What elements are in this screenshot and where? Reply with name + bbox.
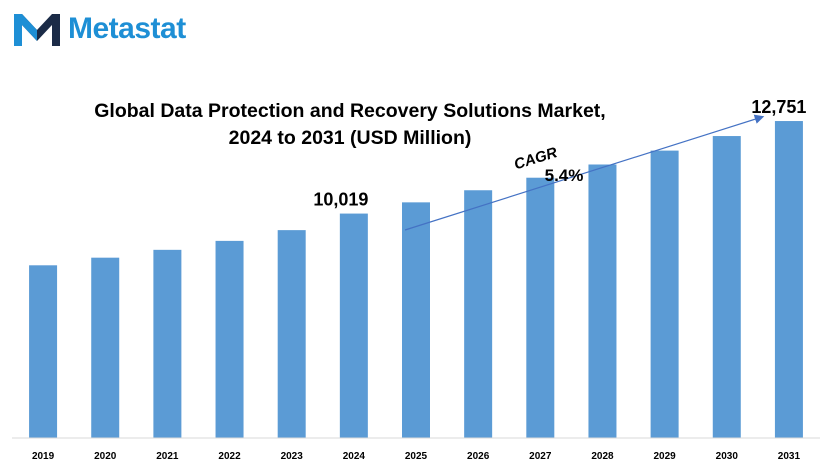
x-tick-2024: 2024 [343, 451, 366, 462]
x-tick-2026: 2026 [467, 451, 490, 462]
x-tick-2025: 2025 [405, 451, 428, 462]
bar-series [29, 121, 803, 438]
bar-2030 [712, 136, 741, 438]
chart-title-line-1: Global Data Protection and Recovery Solu… [94, 100, 606, 122]
chart-title: Global Data Protection and Recovery Solu… [40, 98, 660, 152]
data-labels: 10,019 12,751 [313, 97, 806, 210]
metastat-m-icon [14, 14, 60, 46]
cagr-arrow [404, 114, 765, 231]
x-tick-2022: 2022 [218, 451, 241, 462]
x-tick-2031: 2031 [778, 451, 801, 462]
bar-2025 [402, 202, 430, 438]
bar-2024 [339, 213, 368, 438]
x-tick-2023: 2023 [281, 451, 304, 462]
x-tick-2020: 2020 [94, 451, 117, 462]
bar-2023 [277, 230, 306, 438]
data-label-2031: 12,751 [751, 97, 806, 117]
x-tick-2029: 2029 [653, 451, 676, 462]
x-tick-2021: 2021 [156, 451, 179, 462]
bar-2021 [153, 249, 182, 438]
bar-2020 [91, 257, 120, 438]
x-tick-2030: 2030 [716, 451, 739, 462]
brand-logo: Metastat [12, 8, 232, 52]
bar-2027 [526, 177, 555, 438]
bar-2031 [774, 121, 803, 438]
bar-2019 [29, 265, 58, 438]
brand-name: Metastat [68, 12, 186, 45]
bar-2022 [215, 240, 244, 438]
x-tick-2019: 2019 [32, 451, 55, 462]
cagr-value: 5.4% [545, 166, 584, 185]
x-axis-ticks: 2019 2020 2021 2022 2023 2024 2025 2026 2027 2028… [32, 451, 801, 462]
chart-title-line-2: 2024 to 2031 (USD Million) [228, 127, 472, 149]
x-tick-2028: 2028 [591, 451, 614, 462]
data-label-2024: 10,019 [313, 190, 368, 210]
bar-2029 [650, 150, 679, 438]
bar-2028 [588, 164, 617, 438]
x-tick-2027: 2027 [529, 451, 552, 462]
bar-2026 [464, 190, 493, 438]
